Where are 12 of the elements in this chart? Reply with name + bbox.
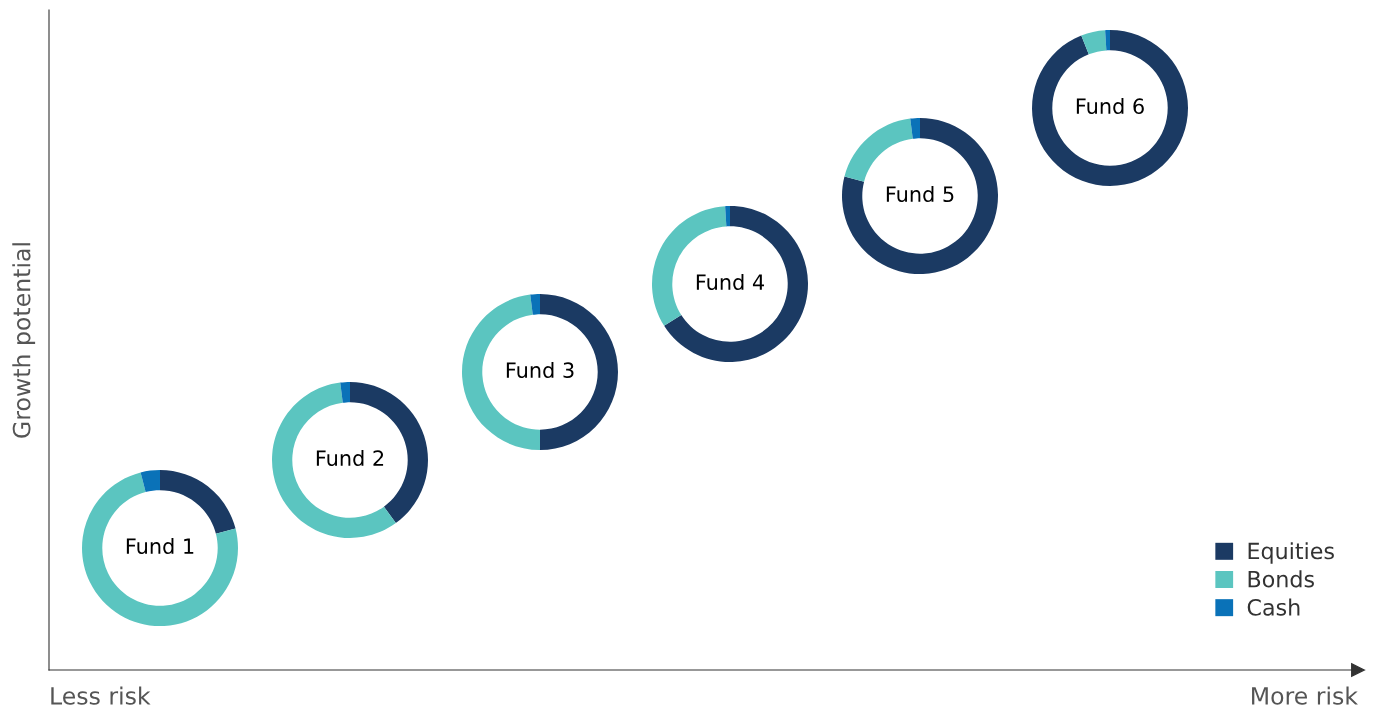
text: More risk <box>1252 686 1358 705</box>
slice-label: Fund 4 <box>696 273 765 291</box>
slice-label: Fund 3 <box>506 361 574 379</box>
slice-label: Fund 5 <box>886 185 954 203</box>
text: Growth potential <box>12 243 36 438</box>
text: Less risk <box>51 686 151 705</box>
slice-label: Fund 1 <box>126 537 194 555</box>
legend-label: Bonds <box>1248 570 1314 588</box>
slice-label: Fund 6 <box>1076 97 1144 115</box>
legend-label: Equities <box>1248 542 1334 564</box>
legend-label: Cash <box>1247 598 1300 616</box>
slice-label: Fund 2 <box>316 449 384 467</box>
